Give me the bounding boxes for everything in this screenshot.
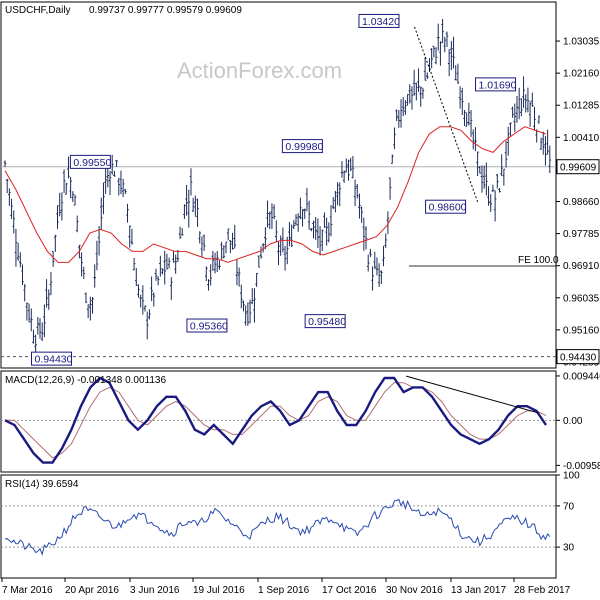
date-tick-label: 17 Oct 2016 — [322, 585, 377, 596]
price-tick-label: 0.98660 — [563, 197, 600, 208]
price-tick-label: 1.00410 — [563, 133, 600, 144]
watermark-text: ActionForex.com — [177, 58, 342, 83]
price-title: USDCHF,Daily — [5, 5, 71, 16]
macd-tick-label: -0.009588 — [563, 461, 600, 472]
last-price-label: 0.99609 — [560, 163, 597, 174]
date-tick-label: 1 Sep 2016 — [258, 585, 310, 596]
rsi-pane-frame — [0, 474, 557, 579]
date-tick-label: 13 Jan 2017 — [451, 585, 506, 596]
price-tick-label: 0.96035 — [563, 293, 600, 304]
moving-average-line — [4, 126, 547, 263]
price-annotation-label: 1.03420 — [362, 16, 400, 28]
macd-pane: 0.009446 0.00 -0.009588 MACD(12,26,9) -0.00… — [0, 370, 600, 473]
price-ohlc-values: 0.99737 0.99777 0.99579 0.99609 — [89, 5, 242, 16]
date-tick-label: 30 Nov 2016 — [386, 585, 443, 596]
date-tick-label: 20 Apr 2016 — [65, 585, 119, 596]
price-annotation-label: 0.95480 — [308, 316, 346, 328]
rsi-tick-label: 30 — [563, 543, 575, 554]
rsi-title: RSI(14) 39.6594 — [5, 479, 79, 490]
rsi-pane: 100 70 30 RSI(14) 39.6594 — [0, 471, 580, 579]
price-annotation-box — [425, 199, 467, 214]
price-annotation-box — [31, 351, 73, 366]
price-tick-label: 0.97785 — [563, 229, 600, 240]
fe-level-label: FE 100.0 — [518, 255, 559, 266]
last-price-box — [556, 159, 600, 175]
rsi-line — [4, 498, 551, 556]
date-tick-label: 19 Jul 2016 — [193, 585, 245, 596]
price-trend-line — [414, 26, 479, 204]
rsi-tick-label: 100 — [563, 471, 580, 482]
price-annotation-box — [304, 314, 346, 329]
price-tick-label: 0.95160 — [563, 325, 600, 336]
macd-line — [4, 376, 547, 464]
price-annotation-box — [186, 318, 228, 333]
price-annotation-label: 0.99980 — [285, 141, 323, 153]
price-annotation-box — [358, 13, 400, 28]
price-tick-label: 0.96910 — [563, 261, 600, 272]
price-annotation-label: 0.98600 — [429, 202, 467, 214]
date-tick-label: 3 Jun 2016 — [130, 585, 180, 596]
support-price-label: 0.94430 — [560, 353, 597, 364]
macd-pane-frame — [0, 370, 557, 473]
price-pane: ActionForex.com 1.03035 1.02160 1.01285 1.00… — [0, 1, 600, 369]
macd-tick-label: 0.009446 — [563, 371, 600, 382]
price-annotation-label: 0.95360 — [190, 321, 228, 333]
macd-title: MACD(12,26,9) -0.001348 0.001136 — [5, 375, 166, 386]
rsi-tick-label: 70 — [563, 501, 575, 512]
macd-trend-line — [406, 375, 539, 414]
price-annotation-box — [69, 154, 111, 169]
price-tick-label: 1.03035 — [563, 37, 600, 48]
price-tick-label: 1.02160 — [563, 69, 600, 80]
price-annotation-box — [475, 77, 517, 92]
price-pane-frame — [0, 1, 557, 369]
date-tick-label: 28 Feb 2017 — [514, 585, 571, 596]
price-annotation-label: 0.99550 — [73, 157, 111, 169]
date-tick-label: 7 Mar 2016 — [2, 585, 53, 596]
price-tick-label: 1.01285 — [563, 101, 600, 112]
price-annotation-label: 0.94430 — [35, 354, 73, 366]
date-axis: 7 Mar 2016 20 Apr 2016 3 Jun 2016 19 Jul 20… — [1, 578, 571, 596]
macd-tick-label: 0.00 — [563, 416, 583, 427]
price-annotation-label: 1.01690 — [479, 79, 517, 91]
support-price-box — [556, 349, 600, 365]
price-annotation-box — [281, 139, 323, 154]
